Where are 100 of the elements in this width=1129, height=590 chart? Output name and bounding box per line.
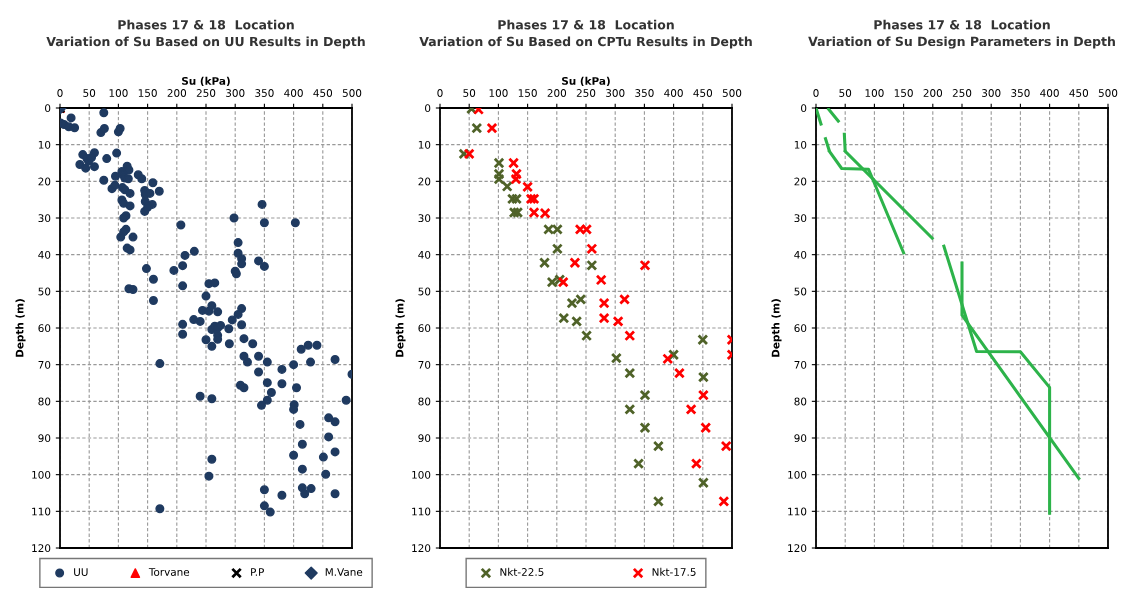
y-tick-label: 30 bbox=[418, 214, 431, 223]
point bbox=[522, 181, 534, 193]
point bbox=[510, 168, 523, 180]
point bbox=[586, 243, 598, 255]
legend-label: Torvane bbox=[148, 568, 190, 576]
y-tick-label: 30 bbox=[38, 214, 51, 223]
point bbox=[493, 157, 505, 169]
y-tick-label: 110 bbox=[788, 507, 807, 516]
x-tick-label: 250 bbox=[196, 89, 216, 97]
point bbox=[690, 458, 702, 470]
x-tick-label: 350 bbox=[255, 89, 274, 97]
x-tick-label: 50 bbox=[839, 89, 852, 97]
x-tick-label: 500 bbox=[1098, 89, 1118, 97]
point bbox=[612, 315, 624, 327]
point bbox=[639, 259, 651, 271]
point bbox=[718, 495, 730, 507]
point bbox=[618, 293, 631, 305]
x-tick-label: 300 bbox=[226, 89, 245, 97]
x-axis-title: Su (kPa) bbox=[562, 76, 610, 87]
y-tick-label: 10 bbox=[794, 140, 807, 149]
y-tick-label: 70 bbox=[794, 360, 807, 369]
y-axis-title: Depth (m) bbox=[15, 299, 26, 357]
y-tick-label: 80 bbox=[418, 397, 431, 406]
y-tick-label: 60 bbox=[38, 324, 51, 333]
point bbox=[471, 122, 483, 134]
x-tick-label: 150 bbox=[518, 89, 537, 97]
point bbox=[624, 403, 636, 415]
point bbox=[598, 312, 610, 324]
chart-subtitle: Variation of Su Based on UU Results in Depth bbox=[46, 36, 365, 49]
point bbox=[595, 274, 607, 286]
point bbox=[639, 389, 651, 401]
y-tick-label: 20 bbox=[38, 177, 51, 186]
x-tick-label: 50 bbox=[83, 89, 96, 97]
legend-label: Nkt-17.5 bbox=[652, 567, 696, 576]
y-tick-label: 100 bbox=[32, 470, 51, 479]
chart-subtitle: Variation of Su Based on CPTu Results in Depth bbox=[419, 36, 752, 49]
point bbox=[569, 257, 581, 269]
point bbox=[624, 330, 636, 342]
point bbox=[668, 349, 680, 361]
x-tick-label: 250 bbox=[576, 89, 596, 97]
point bbox=[512, 206, 524, 219]
chart-title: Phases 17 & 18 Location bbox=[498, 19, 674, 30]
x-tick-label: 100 bbox=[865, 89, 884, 97]
point bbox=[598, 297, 610, 309]
y-tick-label: 70 bbox=[418, 360, 431, 369]
legend-label: Nkt-22.5 bbox=[500, 567, 544, 576]
y-tick-label: 10 bbox=[418, 140, 431, 149]
point bbox=[538, 257, 551, 269]
x-tick-label: 250 bbox=[952, 89, 972, 97]
point bbox=[624, 367, 636, 379]
y-tick-label: 20 bbox=[794, 177, 807, 186]
y-tick-label: 50 bbox=[418, 287, 431, 296]
x-tick-label: 450 bbox=[1069, 89, 1089, 97]
x-tick-label: 50 bbox=[463, 89, 476, 97]
point bbox=[493, 173, 505, 185]
x-tick-label: 400 bbox=[1040, 89, 1059, 97]
y-tick-label: 50 bbox=[38, 287, 51, 296]
x-tick-label: 300 bbox=[982, 89, 1001, 97]
y-axis-title: Depth (m) bbox=[395, 299, 406, 357]
point bbox=[662, 353, 674, 365]
x-tick-label: 200 bbox=[167, 89, 187, 97]
y-tick-label: 90 bbox=[794, 434, 807, 443]
y-tick-label: 100 bbox=[412, 470, 431, 479]
point bbox=[700, 422, 712, 434]
y-tick-label: 60 bbox=[794, 324, 807, 333]
chart-title: Phases 17 & 18 Location bbox=[118, 19, 294, 30]
x-tick-label: 150 bbox=[138, 89, 157, 97]
x-tick-label: 500 bbox=[722, 89, 742, 97]
point bbox=[697, 371, 709, 383]
y-tick-label: 40 bbox=[794, 250, 807, 259]
y-axis-title: Depth (m) bbox=[771, 299, 782, 357]
y-tick-label: 20 bbox=[418, 177, 431, 186]
x-tick-label: 500 bbox=[342, 89, 362, 97]
legend-label: P.P bbox=[251, 568, 264, 576]
y-tick-label: 0 bbox=[45, 104, 51, 113]
point bbox=[581, 330, 593, 342]
legend-label: M.Vane bbox=[325, 568, 363, 576]
x-tick-label: 100 bbox=[489, 89, 508, 97]
legend-label: UU bbox=[74, 568, 88, 576]
x-tick-label: 200 bbox=[923, 89, 943, 97]
x-tick-label: 400 bbox=[664, 89, 683, 97]
x-tick-label: 300 bbox=[606, 89, 625, 97]
point bbox=[652, 495, 664, 507]
chart-subtitle: Variation of Su Design Parameters in Depth bbox=[808, 36, 1115, 49]
point bbox=[697, 334, 709, 346]
point bbox=[508, 157, 520, 169]
point bbox=[697, 389, 709, 401]
point bbox=[486, 122, 498, 134]
x-tick-label: 150 bbox=[894, 89, 913, 97]
x-tick-label: 200 bbox=[547, 89, 567, 97]
y-tick-label: 110 bbox=[32, 507, 51, 516]
x-tick-label: 400 bbox=[284, 89, 303, 97]
point bbox=[510, 173, 522, 185]
point bbox=[652, 440, 664, 452]
y-tick-label: 0 bbox=[801, 104, 807, 113]
point bbox=[493, 168, 505, 180]
y-tick-label: 90 bbox=[418, 434, 431, 443]
point bbox=[697, 477, 709, 489]
point bbox=[558, 312, 570, 324]
y-tick-label: 30 bbox=[794, 214, 807, 223]
